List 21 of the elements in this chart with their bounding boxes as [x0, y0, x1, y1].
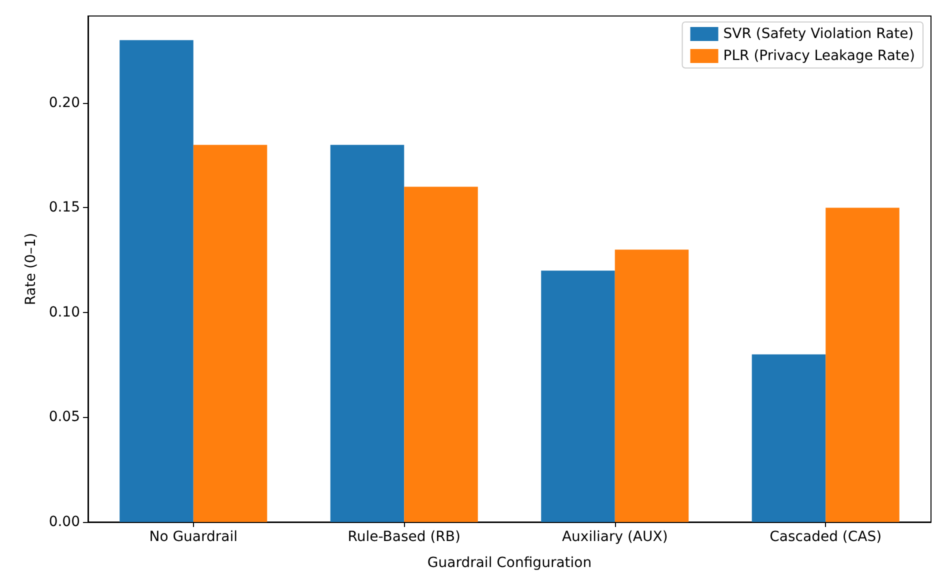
y-axis-title: Rate (0–1) — [22, 232, 39, 306]
x-tick-label: Auxiliary (AUX) — [562, 529, 668, 545]
bar — [614, 250, 689, 522]
bar — [404, 186, 478, 522]
x-tick-label: Cascaded (CAS) — [770, 529, 882, 545]
bar — [541, 270, 615, 522]
legend-label: PLR (Privacy Leakage Rate) — [723, 48, 916, 64]
y-tick-label: 0.20 — [48, 94, 80, 111]
x-tick-label: Rule-Based (RB) — [348, 529, 460, 545]
bar — [120, 40, 194, 522]
y-tick-label: 0.00 — [48, 514, 80, 530]
legend-label: SVR (Safety Violation Rate) — [723, 26, 914, 42]
x-axis-title: Guardrail Configuration — [427, 555, 592, 571]
y-tick-label: 0.05 — [48, 409, 80, 426]
y-tick-label: 0.10 — [48, 304, 80, 320]
bar — [193, 144, 268, 522]
x-tick-label: No Guardrail — [149, 529, 238, 545]
bar — [330, 144, 404, 522]
bar — [752, 354, 826, 522]
bar — [826, 208, 900, 522]
y-tick-label: 0.15 — [48, 200, 80, 216]
